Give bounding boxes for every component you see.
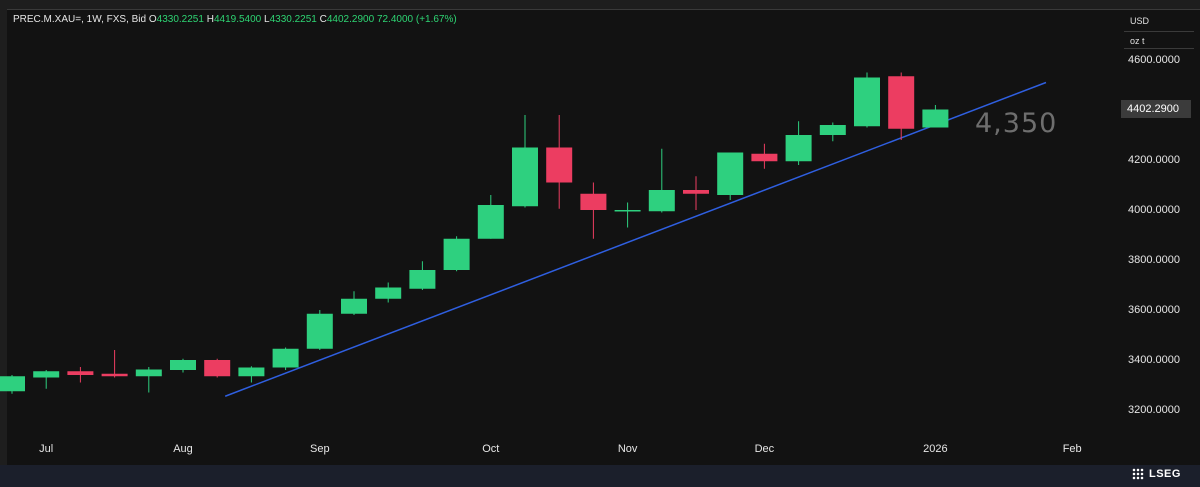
candle-body [683, 190, 709, 194]
candle-up[interactable] [785, 121, 812, 165]
candle-down[interactable] [546, 115, 573, 209]
candle-down[interactable] [67, 367, 94, 383]
bottom-bar [0, 465, 1200, 487]
candle-up[interactable] [854, 72, 880, 128]
candle-body [306, 313, 333, 349]
candle-up[interactable] [477, 195, 504, 239]
trendline[interactable] [224, 81, 1047, 397]
x-tick-label: Aug [173, 443, 193, 455]
candle-body [888, 76, 915, 129]
candle-up[interactable] [0, 375, 25, 394]
candle-body [375, 287, 402, 299]
candle-up[interactable] [272, 347, 299, 371]
candle-up[interactable] [341, 291, 367, 315]
symbol-label: PREC.M.XAU=, 1W, FXS, Bid [13, 14, 147, 25]
candle-body [512, 147, 538, 207]
last-price-tag: 4402.2900 [1121, 100, 1191, 118]
chart-frame [7, 9, 1118, 466]
candle-body [409, 270, 436, 289]
x-tick-label: Oct [482, 443, 500, 455]
candle-body [922, 109, 949, 128]
candle-body [580, 193, 607, 210]
y-tick-label: 3200.0000 [1128, 404, 1180, 416]
open-value: 4330.2251 [156, 14, 204, 25]
candle-body [170, 360, 196, 370]
x-tick-label: 2026 [923, 443, 948, 455]
candle-down[interactable] [204, 358, 231, 378]
candle-body [854, 77, 880, 127]
weight-unit[interactable]: oz t [1124, 31, 1194, 49]
candle-body [819, 125, 846, 135]
candle-body [443, 238, 470, 270]
candle-up[interactable] [819, 122, 846, 142]
candle-up[interactable] [922, 105, 949, 128]
high-value: 4419.5400 [213, 14, 262, 25]
candle-up[interactable] [238, 366, 265, 383]
price-axis-panel [1118, 9, 1200, 466]
x-tick-label: Sep [310, 443, 330, 455]
candle-body [751, 153, 778, 162]
candle-body [67, 371, 94, 375]
candle-up[interactable] [512, 115, 538, 208]
candle-down[interactable] [101, 350, 128, 378]
candle-body [785, 135, 812, 162]
candle-up[interactable] [170, 358, 196, 373]
y-tick-label: 4200.0000 [1128, 154, 1180, 166]
candle-up[interactable] [443, 236, 470, 272]
candle-down[interactable] [580, 182, 607, 239]
candle-body [204, 360, 231, 377]
candle-body [101, 373, 128, 377]
candle-body [272, 348, 299, 368]
candle-up[interactable] [614, 202, 641, 228]
candle-body [614, 210, 641, 212]
candle-up[interactable] [648, 148, 675, 213]
x-tick-label: Nov [617, 443, 638, 455]
candle-up[interactable] [409, 261, 436, 290]
low-label: L [264, 14, 270, 25]
candle-up[interactable] [306, 310, 333, 350]
x-tick-label: Dec [754, 443, 775, 455]
candle-up[interactable] [135, 367, 162, 393]
close-value: 4402.2900 [326, 14, 375, 25]
x-tick-label: Jul [39, 443, 54, 455]
candle-down[interactable] [751, 143, 778, 169]
candle-body [546, 147, 573, 183]
candle-body [33, 371, 60, 378]
currency-unit[interactable]: USD [1130, 16, 1150, 26]
candle-body [341, 298, 367, 314]
y-tick-label: 3800.0000 [1128, 254, 1180, 266]
candle-down[interactable] [683, 176, 709, 210]
candle-body [135, 369, 162, 377]
open-label: O [148, 14, 157, 25]
chart-header: PREC.M.XAU=, 1W, FXS, Bid O4330.2251 H44… [13, 14, 457, 25]
candle-up[interactable] [33, 370, 60, 389]
candle-body [648, 190, 675, 212]
candle-down[interactable] [888, 72, 915, 141]
brand-logo: LSEG [1132, 468, 1181, 480]
y-tick-label: 4000.0000 [1128, 204, 1180, 216]
y-tick-label: 3400.0000 [1128, 354, 1180, 366]
lseg-logo-icon [1132, 468, 1144, 480]
y-tick-label: 4600.0000 [1128, 54, 1180, 66]
candle-body [0, 376, 25, 392]
candle-up[interactable] [717, 152, 744, 201]
candle-body [477, 205, 504, 239]
close-label: C [319, 14, 327, 25]
y-tick-label: 3600.0000 [1128, 304, 1180, 316]
low-value: 4330.2251 [269, 14, 317, 25]
price-annotation: 4,350 [975, 108, 1058, 139]
change-value: 72.4000 (+1.67%) [376, 14, 457, 25]
x-tick-label: Feb [1062, 443, 1082, 455]
candle-body [717, 152, 744, 195]
high-label: H [206, 14, 214, 25]
brand-label: LSEG [1149, 468, 1181, 480]
candle-body [238, 367, 265, 377]
candle-up[interactable] [375, 282, 402, 303]
